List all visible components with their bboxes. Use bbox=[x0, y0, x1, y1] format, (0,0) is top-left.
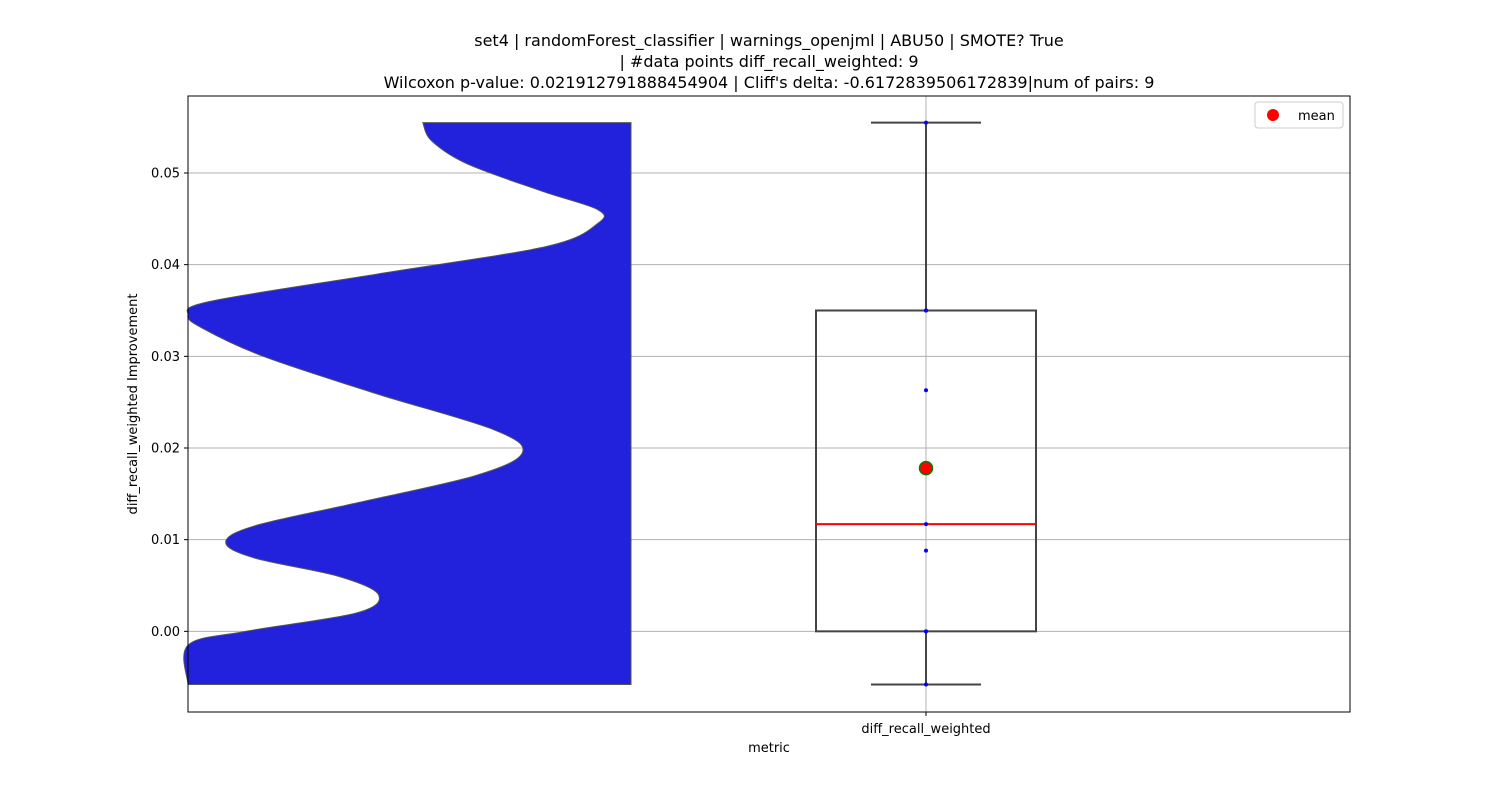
y-tick-label: 0.01 bbox=[151, 533, 180, 548]
legend-mean-marker bbox=[1267, 109, 1279, 121]
y-tick-label: 0.03 bbox=[151, 350, 180, 365]
data-point bbox=[924, 120, 928, 125]
plot-frame bbox=[187, 95, 1351, 713]
legend-mean-label: mean bbox=[1298, 109, 1335, 124]
legend-box bbox=[1254, 101, 1344, 129]
violin-layer bbox=[183, 122, 632, 685]
y-tick-label: 0.04 bbox=[151, 258, 180, 273]
chart-title-line-1: set4 | randomForest_classifier | warning… bbox=[474, 31, 1064, 51]
y-tick-label: 0.05 bbox=[151, 167, 180, 182]
chart-title-line-2: | #data points diff_recall_weighted: 9 bbox=[619, 52, 918, 72]
points-layer bbox=[918, 120, 934, 687]
x-tick-label: diff_recall_weighted bbox=[861, 722, 990, 737]
data-point bbox=[924, 308, 928, 313]
data-point bbox=[924, 548, 928, 553]
legend: mean bbox=[1254, 101, 1344, 129]
violin-body bbox=[183, 122, 632, 685]
y-tick-label: 0.00 bbox=[151, 625, 180, 640]
y-axis-label: diff_recall_weighted Improvement bbox=[126, 294, 141, 515]
data-point bbox=[924, 629, 928, 634]
mean-marker bbox=[918, 460, 934, 476]
y-tick-label: 0.02 bbox=[151, 442, 180, 457]
chart-title-line-3: Wilcoxon p-value: 0.021912791888454904 |… bbox=[384, 73, 1155, 92]
data-point bbox=[924, 522, 928, 527]
data-point bbox=[924, 682, 928, 687]
x-axis-label: metric bbox=[748, 741, 790, 756]
ticks-layer: 0.00 0.01 0.02 0.03 0.04 0.05 diff_recall_weig… bbox=[151, 167, 991, 738]
data-point bbox=[924, 388, 928, 393]
